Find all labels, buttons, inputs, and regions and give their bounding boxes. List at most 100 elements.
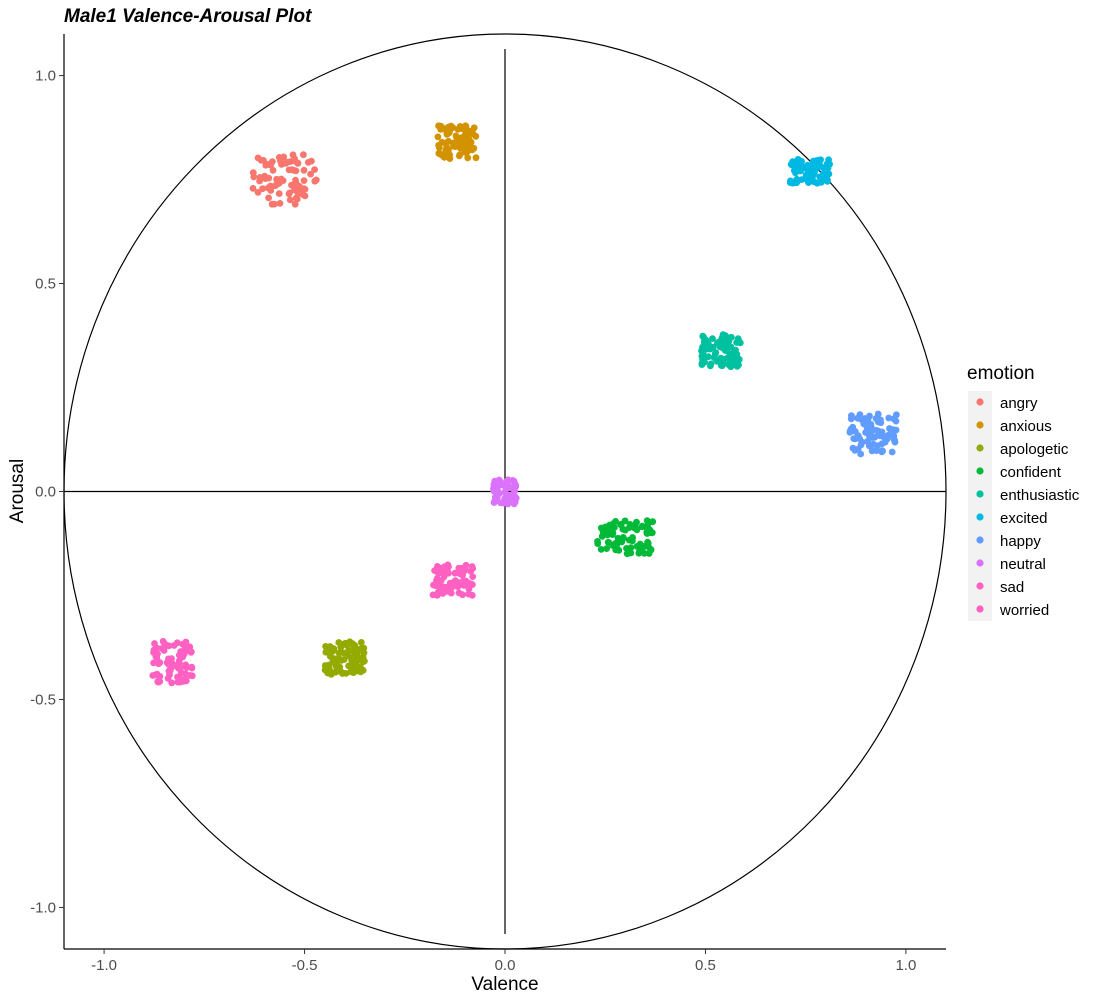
- legend-label-apologetic: apologetic: [1000, 441, 1069, 458]
- point-apologetic: [350, 667, 358, 675]
- point-enthusiastic: [709, 343, 717, 351]
- point-excited: [815, 163, 823, 171]
- legend-label-anxious: anxious: [1000, 418, 1052, 435]
- point-sad: [169, 660, 176, 668]
- legend-label-neutral: neutral: [1000, 556, 1046, 573]
- point-anxious: [460, 124, 468, 132]
- y-tick-label: 0.5: [35, 276, 56, 293]
- point-sad: [155, 660, 163, 668]
- point-sad: [153, 644, 161, 652]
- point-sad: [152, 671, 159, 679]
- point-confident: [633, 518, 640, 526]
- point-confident: [621, 526, 629, 534]
- point-angry: [286, 196, 294, 204]
- series-worried: [429, 561, 477, 599]
- point-angry: [300, 177, 308, 185]
- x-tick-label: -1.0: [91, 957, 117, 974]
- point-confident: [608, 524, 615, 532]
- point-angry: [312, 176, 320, 184]
- point-angry: [271, 182, 279, 190]
- legend-key-anxious: [976, 421, 984, 429]
- series-sad: [149, 638, 196, 687]
- point-enthusiastic: [725, 355, 733, 362]
- point-happy: [873, 447, 880, 454]
- point-enthusiastic: [727, 363, 735, 371]
- y-tick-label: -0.5: [30, 691, 56, 708]
- point-apologetic: [349, 640, 356, 647]
- point-neutral: [497, 481, 504, 489]
- point-anxious: [437, 122, 445, 130]
- point-angry: [280, 153, 288, 161]
- point-happy: [885, 414, 893, 422]
- point-sad: [175, 651, 183, 659]
- x-axis: -1.0 -0.5 0.0 0.5 1.0: [64, 948, 946, 974]
- point-anxious: [464, 147, 471, 155]
- point-angry: [265, 174, 273, 182]
- point-confident: [644, 526, 651, 533]
- legend-key-happy: [976, 536, 984, 544]
- point-angry: [275, 190, 283, 198]
- point-sad: [163, 659, 171, 666]
- point-confident: [623, 545, 630, 552]
- point-angry: [265, 194, 272, 202]
- point-enthusiastic: [731, 357, 739, 365]
- point-enthusiastic: [733, 339, 740, 346]
- point-confident: [601, 528, 609, 535]
- legend-label-happy: happy: [1000, 533, 1041, 550]
- legend-key-neutral: [976, 559, 984, 567]
- legend-label-sad: sad: [1000, 579, 1024, 596]
- legend-key-angry: [976, 398, 984, 406]
- point-neutral: [490, 481, 498, 488]
- point-angry: [254, 189, 262, 196]
- legend-label-enthusiastic: enthusiastic: [1000, 487, 1080, 504]
- point-confident: [644, 520, 652, 527]
- point-apologetic: [323, 663, 331, 671]
- point-excited: [789, 160, 796, 167]
- point-angry: [291, 155, 298, 163]
- point-angry: [276, 200, 284, 207]
- point-angry: [256, 174, 264, 181]
- point-happy: [893, 411, 900, 419]
- point-confident: [633, 526, 641, 534]
- point-angry: [257, 156, 265, 164]
- point-anxious: [445, 146, 452, 154]
- point-angry: [290, 166, 298, 174]
- point-sad: [160, 647, 168, 654]
- point-enthusiastic: [707, 362, 714, 370]
- point-happy: [848, 412, 855, 419]
- point-angry: [292, 194, 300, 202]
- point-angry: [311, 166, 318, 174]
- point-apologetic: [357, 639, 365, 646]
- point-confident: [609, 531, 616, 538]
- point-excited: [793, 164, 801, 172]
- point-apologetic: [345, 647, 352, 655]
- point-confident: [633, 543, 641, 550]
- point-worried: [437, 577, 445, 585]
- point-enthusiastic: [702, 336, 710, 344]
- point-excited: [807, 163, 815, 171]
- y-tick-label: 1.0: [35, 68, 56, 85]
- point-confident: [647, 546, 655, 554]
- point-angry: [300, 151, 307, 159]
- point-confident: [605, 539, 613, 546]
- point-excited: [814, 156, 822, 164]
- series-confident: [594, 517, 657, 558]
- series-anxious: [434, 122, 480, 163]
- legend-label-angry: angry: [1000, 395, 1038, 412]
- point-confident: [612, 546, 620, 554]
- point-worried: [446, 579, 454, 587]
- legend-label-confident: confident: [1000, 464, 1062, 481]
- point-excited: [817, 179, 825, 186]
- point-sad: [166, 671, 173, 679]
- point-excited: [802, 175, 810, 183]
- point-angry: [308, 157, 315, 165]
- point-neutral: [509, 490, 517, 498]
- point-confident: [618, 538, 626, 546]
- point-anxious: [446, 155, 454, 163]
- point-happy: [846, 429, 854, 436]
- point-enthusiastic: [709, 335, 716, 342]
- point-apologetic: [357, 664, 364, 671]
- point-confident: [627, 536, 635, 544]
- point-enthusiastic: [698, 361, 706, 368]
